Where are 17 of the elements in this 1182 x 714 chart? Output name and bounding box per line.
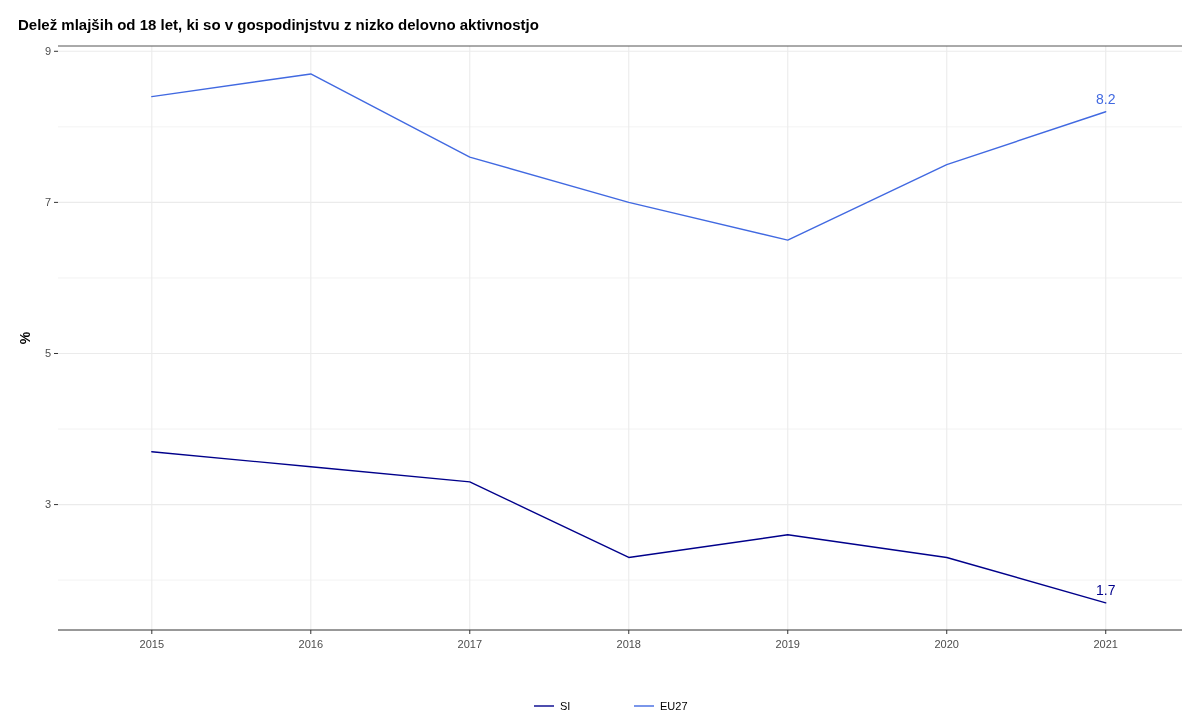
x-tick-label: 2015 [139, 638, 165, 650]
data-label: 1.7 [1096, 581, 1116, 598]
x-tick-label: 2019 [775, 638, 800, 650]
chart-title: Delež mlajših od 18 let, ki so v gospodinjstvu z nizko delovno aktivnostjo [18, 16, 539, 33]
x-tick-label: 2018 [616, 638, 642, 650]
data-label: 8.2 [1096, 90, 1116, 107]
x-tick-label: 2016 [298, 638, 324, 650]
x-tick-label: 2017 [457, 638, 483, 650]
legend-label: EU27 [660, 699, 688, 712]
y-tick-label: 3 [44, 498, 51, 511]
x-tick-label: 2021 [1093, 638, 1118, 650]
y-tick-label: 7 [44, 196, 51, 209]
legend-label: SI [560, 699, 571, 712]
y-axis-title: % [17, 331, 33, 345]
x-tick-label: 2020 [934, 638, 959, 650]
y-tick-label: 5 [44, 347, 51, 360]
y-tick-label: 9 [44, 45, 51, 58]
